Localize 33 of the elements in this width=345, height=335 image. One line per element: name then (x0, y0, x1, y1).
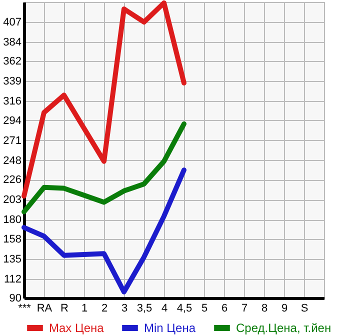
x-tick-label: RA (36, 302, 53, 314)
y-tick-label: 407 (3, 16, 22, 29)
y-tick-label: 180 (3, 214, 22, 226)
x-tick-label: 8 (261, 302, 268, 314)
x-tick-label: R (60, 302, 69, 314)
y-tick-label: 248 (3, 154, 22, 167)
legend-label: Сред.Цена, т.йен (236, 321, 332, 335)
x-tick-label: 3,5 (136, 302, 152, 314)
x-tick-label: 2 (101, 302, 108, 314)
legend-label: Min Цена (144, 321, 196, 335)
y-tick-label: 339 (3, 76, 22, 88)
y-tick-label: 271 (3, 134, 22, 147)
y-tick-label: 135 (3, 253, 22, 266)
x-tick-label: 1 (81, 302, 88, 314)
y-tick-label: 384 (3, 36, 22, 49)
x-tick-label: S (300, 302, 308, 314)
x-tick-label: *** (18, 302, 32, 314)
y-tick-label: 362 (3, 56, 22, 68)
x-tick-label: 7 (241, 302, 248, 314)
y-tick-label: 203 (3, 194, 22, 206)
x-tick-label: 6 (221, 302, 228, 314)
y-tick-label: 316 (3, 96, 22, 108)
x-tick-label: 4 (161, 302, 168, 314)
y-tick-label: 158 (3, 233, 22, 246)
y-tick-label: 90 (9, 292, 22, 304)
y-tick-label: 294 (3, 114, 22, 127)
x-tick-label: 5 (201, 302, 208, 314)
y-tick-label: 112 (4, 273, 22, 286)
y-tick-label: 226 (3, 174, 22, 186)
legend-label: Max Цена (49, 321, 104, 335)
x-tick-label: 3 (121, 302, 128, 314)
x-tick-label: 9 (281, 302, 288, 314)
x-tick-label: 4,5 (176, 302, 192, 314)
